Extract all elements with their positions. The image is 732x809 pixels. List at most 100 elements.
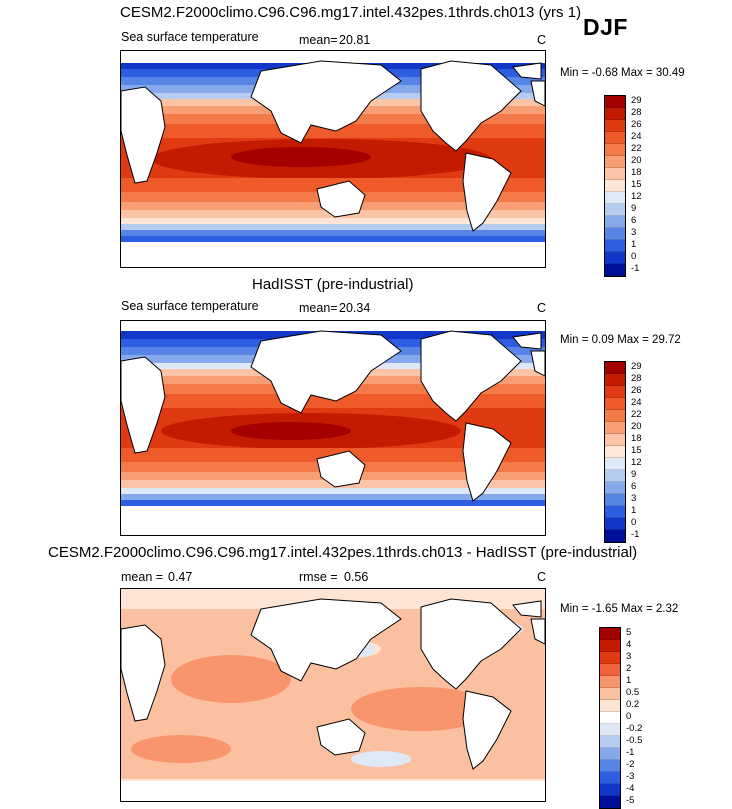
- colorbar-swatch: [600, 796, 620, 808]
- colorbar-swatch: [605, 132, 625, 144]
- colorbar-tick-label: 1: [631, 505, 637, 516]
- colorbar-tick-label: 18: [631, 433, 642, 444]
- colorbar-tick-label: 20: [631, 155, 642, 166]
- panel1-min-max: Min = -0.68 Max = 30.49: [560, 67, 685, 79]
- colorbar-tick-label: -4: [626, 783, 635, 794]
- panel1-variable: Sea surface temperature: [121, 30, 259, 44]
- colorbar-swatch: [600, 640, 620, 652]
- panel2-colorbar: [604, 361, 626, 543]
- colorbar-swatch: [600, 676, 620, 688]
- colorbar-tick-label: -0.5: [626, 735, 643, 746]
- colorbar-swatch: [600, 628, 620, 640]
- colorbar-tick-label: 5: [626, 627, 632, 638]
- colorbar-swatch: [600, 748, 620, 760]
- colorbar-swatch: [600, 784, 620, 796]
- panel2-map: [120, 320, 546, 536]
- colorbar-swatch: [605, 362, 625, 374]
- season-label: DJF: [583, 14, 628, 40]
- colorbar-swatch: [605, 252, 625, 264]
- panel3-mean-label: mean =: [121, 570, 164, 584]
- colorbar-swatch: [605, 494, 625, 506]
- colorbar-tick-label: -2: [626, 759, 635, 770]
- colorbar-swatch: [605, 386, 625, 398]
- panel1-mean-label: mean=: [299, 33, 338, 47]
- colorbar-tick-label: 26: [631, 385, 642, 396]
- panel1-title: CESM2.F2000climo.C96.C96.mg17.intel.432p…: [120, 4, 582, 21]
- panel2-variable: Sea surface temperature: [121, 299, 259, 313]
- panel3-map: [120, 588, 546, 802]
- panel3-min-max: Min = -1.65 Max = 2.32: [560, 603, 679, 615]
- colorbar-swatch: [600, 736, 620, 748]
- colorbar-swatch: [600, 712, 620, 724]
- panel3-rmse-label: rmse =: [299, 570, 338, 584]
- panel1-mean-value: 20.81: [339, 33, 371, 47]
- colorbar-tick-label: 20: [631, 421, 642, 432]
- colorbar-swatch: [605, 228, 625, 240]
- colorbar-tick-label: 0: [631, 251, 637, 262]
- colorbar-tick-label: 18: [631, 167, 642, 178]
- colorbar-swatch: [605, 410, 625, 422]
- panel3-mean-value: 0.47: [168, 570, 193, 584]
- colorbar-swatch: [605, 204, 625, 216]
- colorbar-tick-label: 1: [626, 675, 632, 686]
- colorbar-tick-label: -1: [626, 747, 635, 758]
- colorbar-swatch: [605, 108, 625, 120]
- colorbar-tick-label: 24: [631, 131, 642, 142]
- colorbar-swatch: [600, 700, 620, 712]
- panel2-colorbar-swatches: [605, 362, 625, 542]
- colorbar-tick-label: -1: [631, 263, 640, 274]
- colorbar-tick-label: 0: [631, 517, 637, 528]
- colorbar-swatch: [600, 664, 620, 676]
- colorbar-tick-label: 29: [631, 95, 642, 106]
- panel3-title: CESM2.F2000climo.C96.C96.mg17.intel.432p…: [48, 544, 638, 561]
- colorbar-tick-label: 29: [631, 361, 642, 372]
- colorbar-swatch: [605, 168, 625, 180]
- panel2-mean-label: mean=: [299, 301, 338, 315]
- colorbar-tick-label: 24: [631, 397, 642, 408]
- panel1-map: [120, 50, 546, 268]
- colorbar-swatch: [605, 398, 625, 410]
- colorbar-swatch: [605, 470, 625, 482]
- panel3-rmse-value: 0.56: [344, 570, 369, 584]
- colorbar-swatch: [605, 96, 625, 108]
- panel3-colorbar-swatches: [600, 628, 620, 808]
- colorbar-swatch: [605, 506, 625, 518]
- panel2-units: C: [537, 301, 547, 315]
- panel1-colorbar-swatches: [605, 96, 625, 276]
- colorbar-swatch: [605, 120, 625, 132]
- colorbar-swatch: [605, 374, 625, 386]
- colorbar-tick-label: 15: [631, 445, 642, 456]
- colorbar-tick-label: 4: [626, 639, 632, 650]
- colorbar-swatch: [605, 458, 625, 470]
- colorbar-swatch: [600, 652, 620, 664]
- colorbar-tick-label: -5: [626, 795, 635, 806]
- colorbar-swatch: [605, 530, 625, 542]
- colorbar-swatch: [605, 264, 625, 276]
- colorbar-swatch: [605, 422, 625, 434]
- colorbar-tick-label: 3: [631, 227, 637, 238]
- panel1-units: C: [537, 33, 547, 47]
- panel2-title: HadISST (pre-industrial): [252, 276, 414, 293]
- colorbar-swatch: [600, 760, 620, 772]
- panel2-mean-value: 20.34: [339, 301, 371, 315]
- colorbar-tick-label: 1: [631, 239, 637, 250]
- colorbar-swatch: [605, 216, 625, 228]
- colorbar-tick-label: 0.2: [626, 699, 640, 710]
- colorbar-swatch: [605, 446, 625, 458]
- colorbar-swatch: [605, 144, 625, 156]
- colorbar-swatch: [605, 180, 625, 192]
- colorbar-swatch: [605, 240, 625, 252]
- panel2-min-max: Min = 0.09 Max = 29.72: [560, 334, 681, 346]
- colorbar-tick-label: 6: [631, 215, 637, 226]
- colorbar-tick-label: -1: [631, 529, 640, 540]
- colorbar-tick-label: 0: [626, 711, 632, 722]
- colorbar-swatch: [600, 724, 620, 736]
- colorbar-tick-label: 2: [626, 663, 632, 674]
- colorbar-tick-label: 9: [631, 469, 637, 480]
- panel3-units: C: [537, 570, 547, 584]
- colorbar-swatch: [600, 688, 620, 700]
- colorbar-tick-label: 3: [626, 651, 632, 662]
- colorbar-swatch: [605, 482, 625, 494]
- colorbar-tick-label: 26: [631, 119, 642, 130]
- colorbar-tick-label: 9: [631, 203, 637, 214]
